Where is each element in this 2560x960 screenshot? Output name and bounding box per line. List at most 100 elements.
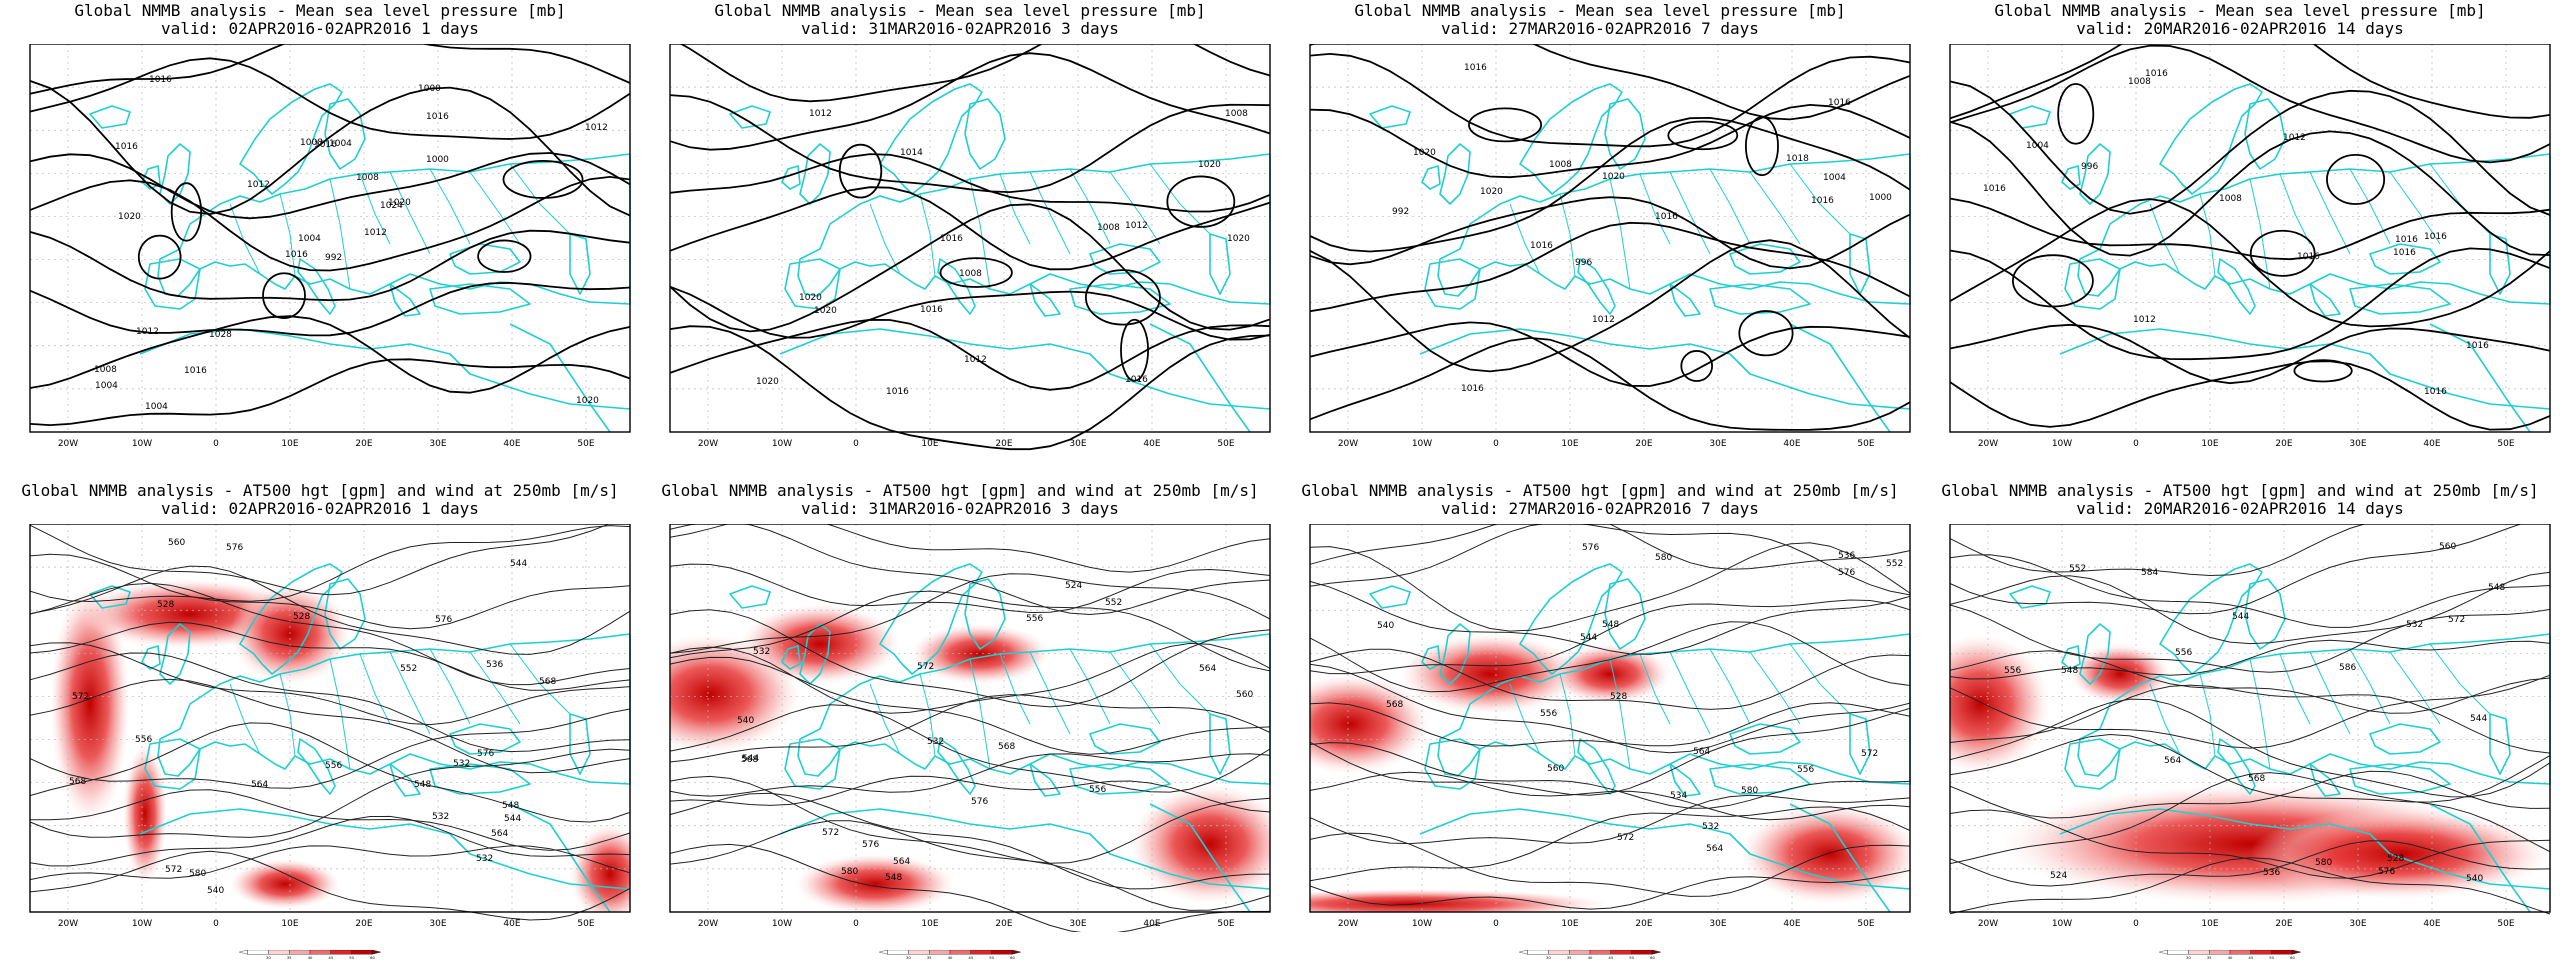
contour-label: 1012 [2133, 315, 2156, 325]
contour-labels: 524 532 532 540 544 552 556 560 564 568 572 576 580 5… [737, 581, 1253, 883]
contour-label: 1012 [964, 355, 987, 365]
contour-label: 1016 [426, 112, 449, 122]
contour-label: 568 [69, 777, 86, 787]
contour-line [669, 704, 1271, 793]
contour-line [669, 843, 1271, 932]
contour-label: 1008 [1097, 223, 1120, 233]
lon-tick-label: 50E [1217, 439, 1234, 449]
contour-line [29, 582, 631, 686]
mslp-panel-2: Global NMMB analysis - Mean sea level pr… [640, 0, 1280, 480]
lon-tick-label: 40E [1783, 439, 1800, 449]
closed-contour [2249, 229, 2316, 277]
contour-line [29, 748, 631, 838]
contour-line [1949, 650, 2551, 714]
contour-line [1949, 44, 2551, 164]
colorbar-swatch [268, 950, 290, 955]
contour-label: 540 [2466, 874, 2483, 884]
colorbar-tick-label: 35 [287, 956, 292, 960]
contour-line [1309, 648, 1911, 710]
contour-label: 1016 [1461, 384, 1484, 394]
lon-tick-label: 30E [1709, 439, 1726, 449]
panel-title: Global NMMB analysis - AT500 hgt [gpm] a… [661, 481, 1259, 500]
contour-line [1949, 809, 2551, 879]
colorbar-swatch [2229, 950, 2251, 955]
colorbar-tick-label: 50 [989, 956, 994, 960]
closed-contour [137, 234, 182, 280]
mslp-panel-4: Global NMMB analysis - Mean sea level pr… [1920, 0, 2560, 480]
contour-label: 576 [435, 615, 452, 625]
contour-line [1949, 120, 2551, 257]
contour-label: 1008 [356, 173, 379, 183]
colorbar-tick-label: 40 [948, 956, 953, 960]
contour-label: 1016 [184, 366, 207, 376]
graticule [30, 524, 630, 912]
lon-tick-label: 10W [1412, 919, 1432, 929]
lon-tick-label: 10W [132, 439, 152, 449]
lon-tick-label: 20W [698, 439, 718, 449]
contour-label: 534 [1670, 791, 1687, 801]
wind-speed-shading [1950, 634, 2550, 904]
lon-tick-label: 0 [853, 439, 859, 449]
contour-line [669, 609, 1271, 708]
colorbar-tick-label: 35 [927, 956, 932, 960]
map: 524 532 532 540 544 552 556 560 564 568 572 576 580 5… [669, 524, 1271, 932]
lon-tick-label: 20W [698, 919, 718, 929]
contour-line [1309, 663, 1911, 754]
contour-line [1949, 684, 2551, 754]
contour-line [1309, 103, 1911, 179]
contour-label: 552 [1105, 598, 1122, 608]
colorbar-tick-label: 50 [2269, 956, 2274, 960]
contour-line [1949, 524, 2523, 615]
lon-tick-label: 0 [2133, 919, 2139, 929]
contour-label: 564 [491, 829, 508, 839]
contour-line [669, 694, 1271, 763]
contour-label: 1016 [2395, 235, 2418, 245]
contour-line [679, 44, 1271, 103]
contour-label: 552 [2069, 564, 2086, 574]
contour-line [1949, 772, 2551, 865]
lon-tick-label: 30E [2349, 919, 2366, 929]
contour-label: 544 [742, 754, 759, 764]
contour-label: 992 [1392, 207, 1409, 217]
contour-line [669, 203, 1271, 333]
contour-label: 524 [2050, 871, 2067, 881]
lon-tick-label: 20E [1635, 919, 1652, 929]
lon-tick-label: 20E [1635, 439, 1652, 449]
panel-title: Global NMMB analysis - AT500 hgt [gpm] a… [21, 481, 619, 500]
contour-line [29, 678, 631, 774]
closed-contour [262, 272, 306, 319]
z500-panel-2: Global NMMB analysis - AT500 hgt [gpm] a… [640, 480, 1280, 960]
lon-tick-label: 0 [853, 919, 859, 929]
isobars [1949, 44, 2551, 431]
panel-valid-period: valid: 02APR2016-02APR2016 1 days [161, 499, 479, 518]
contour-line [1309, 702, 1911, 747]
lon-tick-label: 10W [772, 439, 792, 449]
panel-valid-period: valid: 31MAR2016-02APR2016 3 days [801, 499, 1119, 518]
coastlines [1369, 83, 1911, 433]
contour-label: 560 [168, 538, 185, 548]
contour-line [29, 57, 631, 140]
contour-label: 576 [477, 749, 494, 759]
contour-labels: 9921016100410081024102810001004101610121… [94, 75, 608, 412]
lon-tick-label: 50E [1857, 439, 1874, 449]
contour-label: 556 [1026, 614, 1043, 624]
contour-label: 580 [189, 869, 206, 879]
colorbar-tick-label: 35 [1567, 956, 1572, 960]
contour-line [1949, 733, 2551, 803]
contour-line [1949, 571, 2551, 645]
contour-line [29, 358, 631, 427]
contour-label: 548 [502, 801, 519, 811]
contour-label: 992 [325, 253, 342, 263]
contour-label: 1008 [1549, 160, 1572, 170]
wind-jet-area [1130, 784, 1270, 904]
contour-label: 1004 [1823, 173, 1846, 183]
lon-tick-label: 50E [2497, 439, 2514, 449]
contour-label: 532 [432, 812, 449, 822]
contour-label: 572 [917, 662, 934, 672]
contour-label: 1016 [886, 387, 909, 397]
closed-contour [1744, 116, 1779, 177]
contour-line [1309, 707, 1911, 796]
lon-tick-label: 10E [281, 439, 298, 449]
contour-label: 1028 [209, 330, 232, 340]
contour-label: 996 [1575, 258, 1592, 268]
